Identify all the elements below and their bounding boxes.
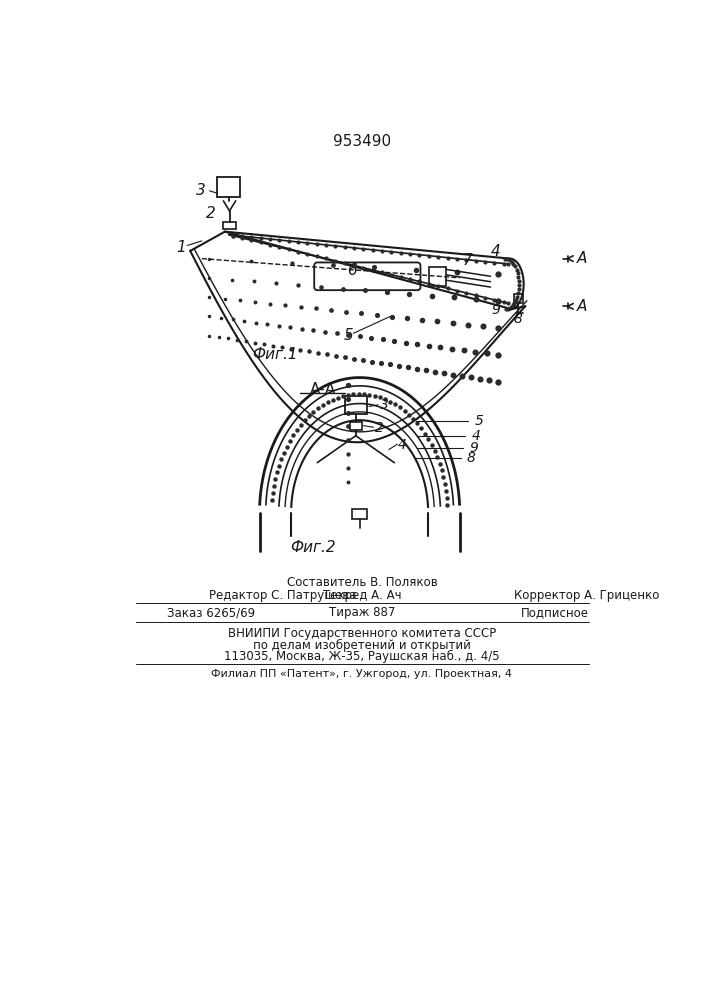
Text: Составитель В. Поляков: Составитель В. Поляков [286,576,438,588]
Text: 7: 7 [462,253,472,268]
Text: 953490: 953490 [333,134,391,149]
Text: Фиг.1: Фиг.1 [252,347,298,362]
Text: Фиг.2: Фиг.2 [291,540,337,555]
Text: 6: 6 [347,263,357,278]
Bar [514,294,523,303]
Text: 9: 9 [469,441,478,455]
Text: 5: 5 [343,328,353,343]
Text: 5: 5 [474,414,484,428]
FancyBboxPatch shape [314,262,421,290]
Text: Техред А. Ач: Техред А. Ач [322,589,402,602]
Text: Тираж 887: Тираж 887 [329,606,395,619]
Bar [223,222,235,229]
Text: 3: 3 [196,183,206,198]
Bar [217,177,240,197]
Text: ВНИИПИ Государственного комитета СССР: ВНИИПИ Государственного комитета СССР [228,627,496,640]
Text: 2: 2 [206,206,216,221]
Text: 4: 4 [398,438,407,452]
Text: 9: 9 [491,303,501,317]
Text: 4: 4 [491,244,501,259]
Text: А: А [577,299,587,314]
Text: 113035, Москва, Ж-35, Раушская наб., д. 4/5: 113035, Москва, Ж-35, Раушская наб., д. … [224,650,500,663]
Text: Корректор А. Гриценко: Корректор А. Гриценко [514,589,659,602]
Text: 4: 4 [472,429,480,443]
Text: Заказ 6265/69: Заказ 6265/69 [167,606,255,619]
Bar [350,422,362,430]
Bar [352,509,368,519]
Text: 1: 1 [176,240,186,255]
Text: Филиал ПП «Патент», г. Ужгород, ул. Проектная, 4: Филиал ПП «Патент», г. Ужгород, ул. Прое… [211,669,513,679]
Text: 8: 8 [513,312,522,326]
Text: А-А: А-А [310,382,336,397]
Text: Подписное: Подписное [521,606,590,619]
Bar [429,267,446,286]
Text: по делам изобретений и открытий: по делам изобретений и открытий [253,639,471,652]
Text: 2: 2 [375,421,384,435]
Bar [345,396,366,414]
Text: Редактор С. Патрушева: Редактор С. Патрушева [209,589,357,602]
Text: 3: 3 [380,398,389,412]
Text: 8: 8 [467,451,476,465]
Text: А: А [577,251,587,266]
